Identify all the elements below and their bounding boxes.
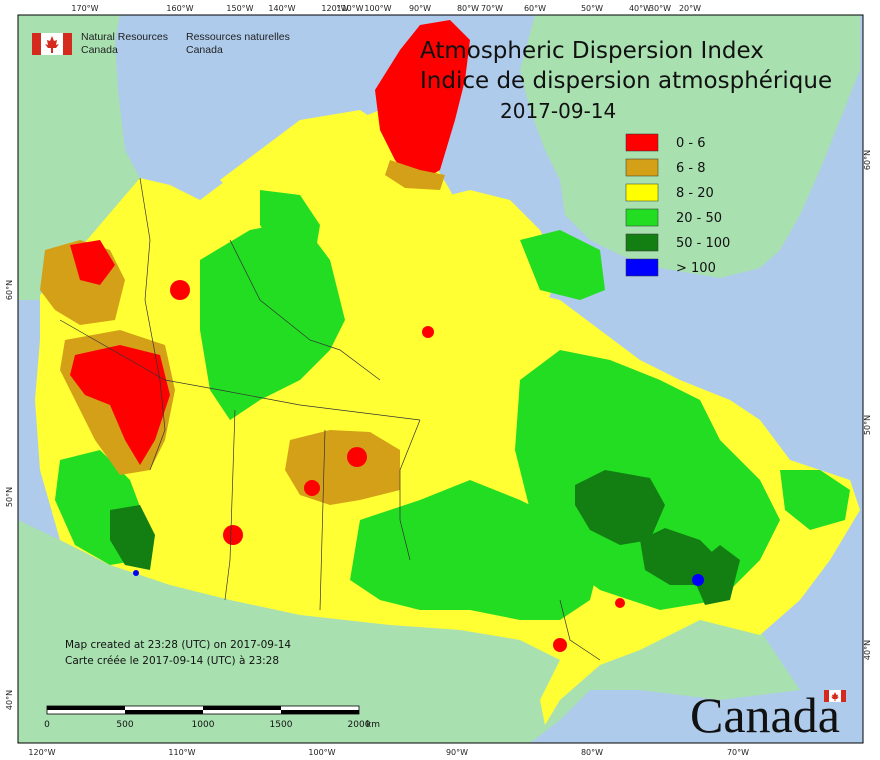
alberta-red-spot [223, 525, 243, 545]
legend-swatch [625, 133, 659, 152]
prairie-orange-zone [285, 430, 400, 505]
graticule-top-label: 120°W [321, 4, 348, 13]
scale-unit: km [366, 720, 380, 730]
graticule-bottom-label: 80°W [581, 748, 603, 757]
graticule-top-label: 80°W [457, 4, 479, 13]
greenland-landmass [520, 15, 860, 278]
maritimes-dark-green-zone [690, 545, 740, 605]
maple-leaf-icon [45, 36, 59, 53]
scale-label: 2000 [348, 720, 371, 730]
usa-landmass [18, 520, 800, 743]
ellesmere-red-zone [375, 20, 470, 185]
graticule-top-label: 140°W [268, 4, 295, 13]
wordmark-flag-icon [824, 690, 846, 702]
legend-label: > 100 [676, 261, 716, 276]
ellesmere-orange-zone [385, 160, 445, 190]
graticule-top-label: 90°W [409, 4, 431, 13]
agency-fr-line2: Canada [186, 44, 223, 56]
graticule-bottom-label: 100°W [308, 748, 335, 757]
legend-swatch [625, 208, 659, 227]
graticule-top-label: 170°W [71, 4, 98, 13]
legend-swatch [625, 183, 659, 202]
alaska-landmass [18, 15, 140, 300]
map-created-note-en: Map created at 23:28 (UTC) on 2017-09-14 [65, 639, 291, 651]
graticule-top-label: 30°W [649, 4, 671, 13]
flag-left-bar [32, 33, 41, 55]
legend: 0 - 6 6 - 8 8 - 20 20 - 50 50 - 100 > 100 [625, 133, 730, 277]
agency-en-line2: Canada [81, 44, 118, 56]
agency-en-line1: Natural Resources [81, 31, 168, 43]
scale-label: 1000 [192, 720, 215, 730]
legend-label: 20 - 50 [676, 211, 722, 226]
graticule-right-label: 50°N [863, 415, 872, 435]
map-date: 2017-09-14 [500, 99, 616, 123]
map-title-fr: Indice de dispersion atmosphérique [420, 68, 832, 94]
prairie-red-spot [304, 480, 320, 496]
graticule-top-label: 100°W [364, 4, 391, 13]
map-created-note-fr: Carte créée le 2017-09-14 (UTC) à 23:28 [65, 655, 279, 667]
legend-swatch [625, 158, 659, 177]
graticule-top-label: 160°W [166, 4, 193, 13]
graticule-top-label: 20°W [679, 4, 701, 13]
canada-wordmark: Canada [690, 687, 840, 743]
quebec-red-spot [615, 598, 625, 608]
graticule-top-label: 40°W [629, 4, 651, 13]
arctic-islands [220, 110, 440, 290]
bc-red-spot [170, 280, 190, 300]
graticule-left-label: 40°N [5, 690, 14, 710]
map-title-en: Atmospheric Dispersion Index [420, 38, 764, 64]
labrador-green-zone [520, 230, 605, 300]
quebec-dark-green-zone [575, 470, 665, 545]
flag-right-bar [63, 33, 72, 55]
scale-bar: 0 500 1000 1500 2000 km [44, 705, 380, 730]
legend-label: 0 - 6 [676, 136, 706, 151]
prairie-red-spot-2 [347, 447, 367, 467]
legend-label: 50 - 100 [676, 236, 730, 251]
legend-label: 8 - 20 [676, 186, 714, 201]
graticule-top-label: 150°W [226, 4, 253, 13]
legend-swatch [625, 258, 659, 277]
scale-label: 500 [116, 720, 133, 730]
graticule-top-label: 110°W [336, 4, 363, 13]
graticule-left-label: 60°N [5, 280, 14, 300]
graticule-bottom-label: 70°W [727, 748, 749, 757]
yukon-red-zone [70, 240, 115, 285]
nu-red-spot [422, 326, 434, 338]
ontario-red-spot [553, 638, 567, 652]
graticule-left-label: 50°N [5, 487, 14, 507]
boreal-green-zone [200, 220, 345, 420]
graticule-bottom-label: 120°W [28, 748, 55, 757]
baffin-island [430, 190, 560, 330]
graticule-top-label: 50°W [581, 4, 603, 13]
agency-block: Natural Resources Canada Ressources natu… [32, 31, 290, 56]
bc-dark-green-zone [110, 505, 155, 570]
graticule-top-label: 60°W [524, 4, 546, 13]
scale-label: 1500 [270, 720, 293, 730]
agency-fr-line1: Ressources naturelles [186, 31, 290, 43]
legend-swatch [625, 233, 659, 252]
northeast-green-zone [780, 470, 850, 530]
scale-label: 0 [44, 720, 50, 730]
map-frame [17, 14, 864, 744]
max-blue-spot [692, 574, 704, 586]
graticule-bottom-label: 90°W [446, 748, 468, 757]
province-boundaries [59, 177, 601, 661]
graticule-right-label: 40°N [863, 640, 872, 660]
bc-coast-blue-spot [133, 570, 139, 576]
bc-red-zone [70, 345, 170, 465]
legend-label: 6 - 8 [676, 161, 706, 176]
graticule-right-label: 60°N [863, 150, 872, 170]
graticule-top-label: 70°W [481, 4, 503, 13]
nwt-green-zone [260, 190, 320, 255]
graticule-bottom-label: 110°W [168, 748, 195, 757]
